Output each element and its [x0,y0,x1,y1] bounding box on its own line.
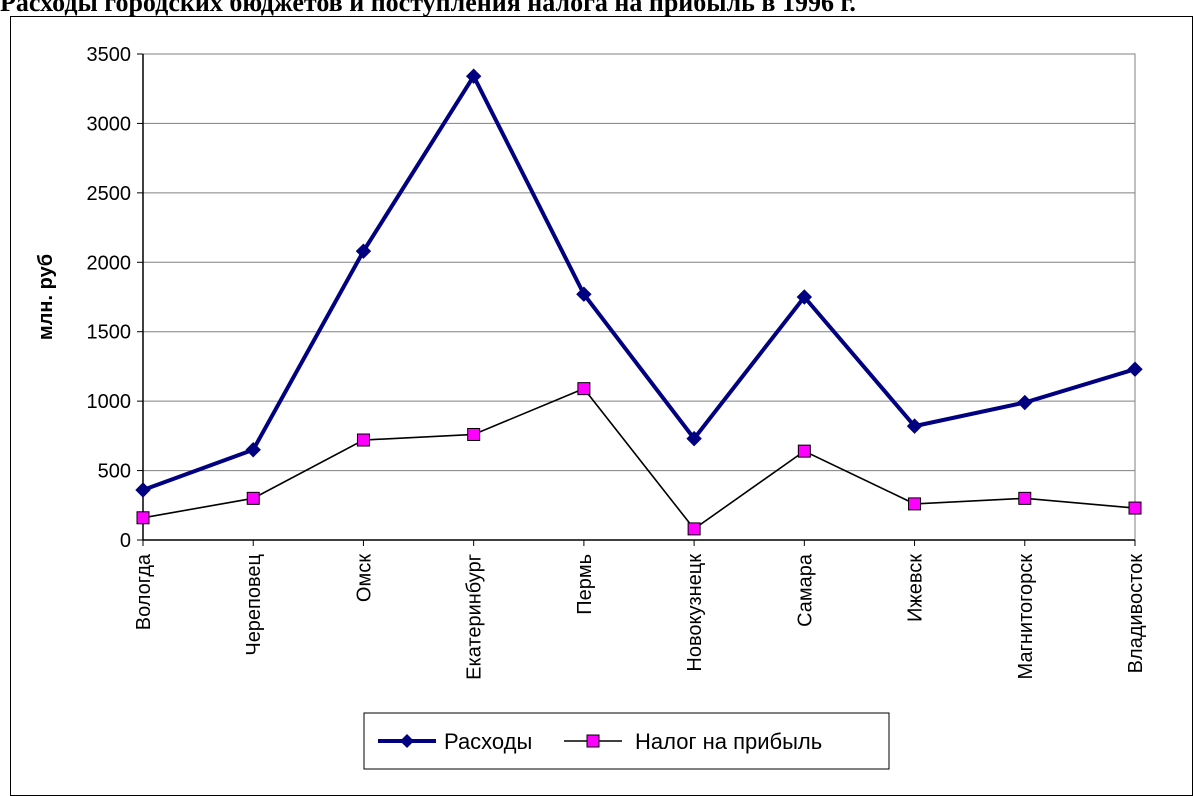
y-tick-label: 1500 [87,322,132,344]
data-point-diamond [576,286,592,302]
data-point-square [577,382,591,396]
data-point-diamond [1017,394,1033,411]
y-tick-label: 1000 [87,391,132,413]
data-point-square [1018,491,1032,505]
gridlines [142,53,1136,541]
y-tick-label: 3000 [87,113,132,135]
y-tick-label: 500 [98,461,131,483]
data-point-square [136,511,150,525]
data-point-square [246,491,260,505]
x-tick-label: Пермь [574,554,596,615]
legend-marker-1 [400,734,414,748]
series-line-2 [142,387,1136,530]
x-tick-label: Магнитогорск [1015,554,1037,680]
series-line-1 [142,72,1136,492]
axes [137,53,1136,546]
data-point-square [908,497,922,511]
data-point-diamond [355,243,372,259]
plot-area-border [142,53,1136,541]
data-point-diamond [796,289,813,305]
x-tick-label: Екатеринбург [464,554,486,680]
legend-box [363,712,890,770]
y-tick-label: 0 [120,530,131,552]
data-point-diamond [1127,361,1143,377]
y-tick-label: 2000 [87,252,132,274]
chart-title: Расходы городских бюджетов и поступления… [0,0,856,17]
legend: Расходы Налог на прибыль [363,712,890,770]
y-tick-label: 3500 [87,44,132,66]
data-point-square [797,444,811,458]
data-point-square [467,427,481,441]
data-point-diamond [245,442,261,458]
data-point-square [356,433,370,447]
series-group [135,68,1143,536]
data-point-diamond [906,418,923,434]
x-tick-labels: Вологда Череповец Омск Екатеринбург Пермь Нов… [133,553,1147,680]
data-point-square [1128,501,1142,515]
y-tick-label: 2500 [87,183,132,205]
x-tick-label: Самара [794,553,816,627]
legend-marker-2 [586,734,600,748]
legend-label-1: Расходы [444,729,532,754]
x-tick-label: Новокузнецк [684,554,706,672]
y-tick-labels: 0 500 1000 1500 2000 2500 3000 3500 [87,44,132,552]
legend-label-2: Налог на прибыль [635,729,822,754]
x-tick-label: Владивосток [1125,554,1147,674]
data-point-square [687,522,701,536]
data-point-diamond [686,430,702,447]
x-tick-label: Ижевск [905,554,927,622]
x-tick-label: Вологда [133,553,155,630]
data-point-diamond [465,68,482,84]
y-axis-label: млн. руб [35,254,57,340]
data-point-diamond [135,482,151,498]
x-tick-label: Омск [353,554,375,602]
x-tick-label: Череповец [243,554,265,656]
